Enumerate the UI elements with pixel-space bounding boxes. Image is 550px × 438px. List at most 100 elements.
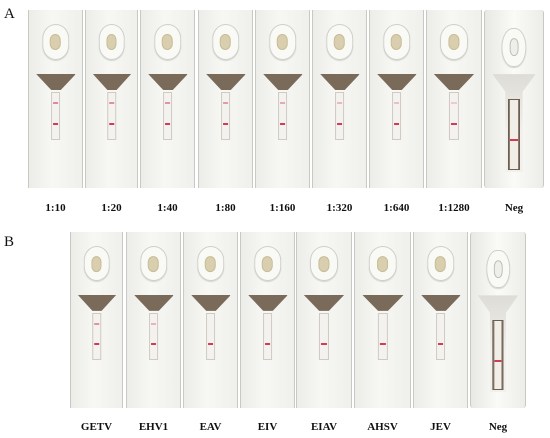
test-line: [450, 102, 458, 105]
control-line: [510, 139, 518, 142]
funnel-shape: [303, 295, 345, 312]
test-strip: [28, 10, 83, 188]
test-line: [393, 102, 400, 105]
funnel-polygon: [77, 295, 116, 312]
test-strip: [255, 10, 310, 188]
strip-label: 1:20: [101, 202, 122, 214]
control-line: [437, 343, 444, 346]
control-line: [150, 343, 157, 346]
control-line: [93, 343, 100, 346]
flow-funnel: [303, 295, 345, 312]
funnel-polygon: [190, 295, 231, 312]
sample-pad: [435, 255, 446, 272]
sample-well: [426, 246, 455, 282]
flow-funnel: [92, 74, 131, 91]
result-window: [318, 312, 330, 361]
sample-well: [268, 24, 297, 60]
test-strip: [140, 10, 195, 188]
strip-label: 1:640: [383, 202, 410, 214]
sample-pad: [91, 255, 102, 272]
result-window: [262, 312, 273, 361]
strip-label: 1:1280: [438, 202, 470, 214]
sample-pad: [448, 34, 460, 51]
flow-funnel: [77, 295, 116, 312]
funnel-shape: [376, 74, 417, 91]
sample-well: [368, 246, 397, 282]
flow-funnel: [133, 295, 174, 312]
sample-pad: [162, 34, 173, 51]
panel-letter: A: [4, 6, 15, 22]
strip-label: 1:80: [215, 202, 236, 214]
control-line: [450, 122, 458, 125]
sample-well: [310, 246, 338, 282]
sample-pad: [509, 38, 519, 57]
flow-funnel: [247, 295, 288, 312]
strip-label: AHSV: [367, 421, 398, 433]
sample-pad: [334, 34, 345, 51]
sample-well: [98, 24, 125, 60]
result-window: [106, 91, 117, 140]
funnel-shape: [77, 295, 116, 312]
strip-label: 1:160: [269, 202, 296, 214]
control-line: [164, 122, 171, 125]
sample-well: [153, 24, 182, 60]
strip-label: EAV: [199, 421, 222, 433]
sample-pad: [205, 255, 216, 272]
sample-pad: [106, 34, 117, 51]
strip-label: Neg: [488, 421, 508, 433]
sample-pad: [391, 34, 402, 51]
funnel-shape: [205, 74, 246, 91]
test-strip: [70, 232, 123, 408]
funnel-polygon: [205, 74, 246, 91]
sample-well: [139, 246, 168, 282]
funnel-polygon: [376, 74, 417, 91]
result-window: [448, 91, 460, 140]
test-line: [52, 102, 59, 105]
test-strip: [85, 10, 138, 188]
strip-label: Neg: [504, 202, 524, 214]
funnel-polygon: [303, 295, 345, 312]
test-strip: [369, 10, 424, 188]
result-window: [148, 312, 159, 361]
result-window: [50, 91, 61, 140]
test-line: [222, 102, 229, 105]
result-window: [435, 312, 446, 361]
sample-pad: [277, 34, 288, 51]
test-strip: [183, 232, 238, 408]
funnel-shape: [420, 295, 461, 312]
control-line: [207, 343, 214, 346]
test-strip: [426, 10, 482, 188]
flow-funnel: [205, 74, 246, 91]
test-line: [108, 102, 115, 105]
sample-pad: [493, 260, 503, 278]
panel-letter: B: [4, 234, 15, 250]
result-window: [334, 91, 345, 140]
strip-label: 1:40: [157, 202, 178, 214]
funnel-shape: [147, 74, 188, 91]
sample-pad: [262, 255, 273, 272]
sample-well: [211, 24, 240, 60]
flow-funnel: [190, 295, 231, 312]
strip-label: 1:320: [326, 202, 353, 214]
funnel-polygon: [433, 74, 475, 91]
control-line: [393, 122, 400, 125]
strip-label: EHV1: [138, 421, 169, 433]
funnel-shape: [433, 74, 475, 91]
test-line: [279, 102, 286, 105]
control-line: [494, 359, 502, 362]
test-strip: [484, 10, 544, 188]
test-strip: [126, 232, 181, 408]
funnel-polygon: [420, 295, 461, 312]
test-strip: [470, 232, 526, 408]
flow-funnel: [361, 295, 404, 312]
test-strip: [296, 232, 352, 408]
sample-well: [486, 249, 510, 289]
strip-label: JEV: [430, 421, 451, 433]
sample-pad: [376, 255, 389, 272]
funnel-polygon: [262, 74, 303, 91]
window-membrane: [494, 321, 502, 390]
test-strip: [354, 232, 411, 408]
funnel-polygon: [319, 74, 360, 91]
sample-well: [382, 24, 411, 60]
test-strip: [312, 10, 367, 188]
